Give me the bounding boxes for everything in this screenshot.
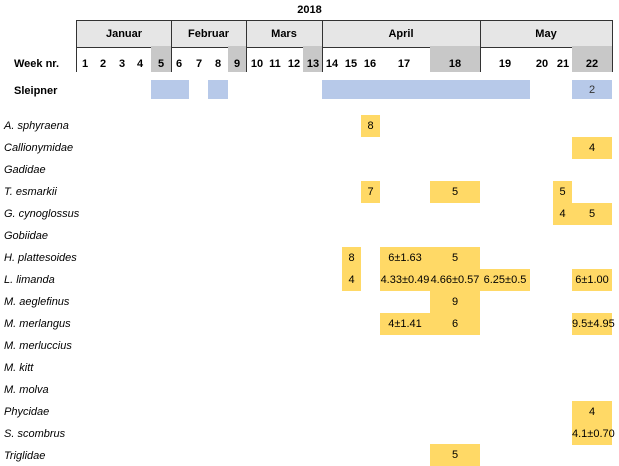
week-11: 11 <box>269 58 281 70</box>
cell-t-esmarkii-w16: 7 <box>361 181 380 203</box>
cell-a-sphyraena-w16: 8 <box>361 115 380 137</box>
cell-h-plattesoides-w15: 8 <box>342 247 361 269</box>
cell-triglidae-w18: 5 <box>430 444 480 466</box>
week-20: 20 <box>535 58 549 70</box>
week-13: 13 <box>306 58 320 70</box>
species-phycidae: Phycidae <box>4 406 50 418</box>
week-22: 22 <box>585 58 599 70</box>
cell-h-plattesoides-w17: 6±1.63 <box>380 247 430 269</box>
week-5-shade <box>151 46 171 72</box>
week-13-shade <box>303 46 322 72</box>
divider <box>480 20 481 72</box>
cell-l-limanda-w15: 4 <box>342 269 361 291</box>
month-may: May <box>480 21 612 47</box>
cell-s-scombrus-w22: 4.1±0.70 <box>572 423 615 445</box>
species-m-molva: M. molva <box>4 384 49 396</box>
species-h-plattesoides: H. plattesoides <box>4 252 77 264</box>
species-m-aeglefinus: M. aeglefinus <box>4 296 70 308</box>
sleipner-bar-weeks-5-6 <box>151 80 189 99</box>
week-16: 16 <box>363 58 377 70</box>
week-9: 9 <box>233 58 241 70</box>
month-mars: Mars <box>246 21 322 47</box>
species-m-merlangus: M. merlangus <box>4 318 71 330</box>
cell-g-cynoglossus-w21: 4 <box>553 203 572 225</box>
divider <box>76 20 77 72</box>
cell-l-limanda-w18: 4.66±0.57 <box>430 269 480 291</box>
cell-h-plattesoides-w18: 5 <box>430 247 480 269</box>
sleipner-label: Sleipner <box>14 85 58 97</box>
species-t-esmarkii: T. esmarkii <box>4 186 57 198</box>
cell-l-limanda-w19: 6.25±0.5 <box>480 269 530 291</box>
cell-m-merlangus-w22: 9.5±4.95 <box>572 313 615 335</box>
species-s-scombrus: S. scombrus <box>4 428 66 440</box>
cell-l-limanda-w17: 4.33±0.49 <box>380 269 430 291</box>
species-gadidae: Gadidae <box>4 164 46 176</box>
cell-l-limanda-w22: 6±1.00 <box>572 269 612 291</box>
cell-callionymidae-w22: 4 <box>572 137 612 159</box>
week-18: 18 <box>448 58 462 70</box>
species-l-limanda: L. limanda <box>4 274 55 286</box>
cell-phycidae-w22: 4 <box>572 401 612 423</box>
week-17: 17 <box>397 58 411 70</box>
month-april: April <box>322 21 480 47</box>
week-6: 6 <box>175 58 183 70</box>
week-8: 8 <box>214 58 222 70</box>
year-header: 2018 <box>297 4 322 16</box>
divider <box>246 20 247 72</box>
species-m-kitt: M. kitt <box>4 362 34 374</box>
week-18-shade <box>430 46 480 72</box>
month-februar: Februar <box>171 21 246 47</box>
species-gobiidae: Gobiidae <box>4 230 49 242</box>
species-g-cynoglossus: G. cynoglossus <box>4 208 80 220</box>
week-9-shade <box>228 46 246 72</box>
divider <box>612 20 613 72</box>
week-15: 15 <box>344 58 358 70</box>
sleipner-bar-weeks-14-19 <box>322 80 530 99</box>
week-21: 21 <box>556 58 570 70</box>
week-4: 4 <box>136 58 144 70</box>
week-5: 5 <box>157 58 165 70</box>
cell-m-aeglefinus-w18: 9 <box>430 291 480 313</box>
month-header-row <box>76 20 613 48</box>
species-a-sphyraena: A. sphyraena <box>4 120 69 132</box>
week-1: 1 <box>81 58 89 70</box>
cell-t-esmarkii-w18: 5 <box>430 181 480 203</box>
cell-g-cynoglossus-w22: 5 <box>572 203 612 225</box>
sleipner-week-22: 2 <box>572 80 612 99</box>
week-3: 3 <box>118 58 126 70</box>
week-12: 12 <box>287 58 301 70</box>
week-7: 7 <box>195 58 203 70</box>
month-januar: Januar <box>77 21 171 47</box>
cell-m-merlangus-w18: 6 <box>430 313 480 335</box>
sleipner-bar-week-8 <box>208 80 228 99</box>
species-m-merluccius: M. merluccius <box>4 340 72 352</box>
cell-m-merlangus-w17: 4±1.41 <box>380 313 430 335</box>
divider <box>322 20 323 72</box>
week-10: 10 <box>250 58 264 70</box>
species-callionymidae: Callionymidae <box>4 142 74 154</box>
species-triglidae: Triglidae <box>4 450 46 462</box>
divider <box>171 20 172 72</box>
week-2: 2 <box>99 58 107 70</box>
cell-t-esmarkii-w21: 5 <box>553 181 572 203</box>
week-14: 14 <box>325 58 339 70</box>
week-number-label: Week nr. <box>14 58 60 70</box>
week-19: 19 <box>498 58 512 70</box>
week-22-shade <box>572 46 612 72</box>
